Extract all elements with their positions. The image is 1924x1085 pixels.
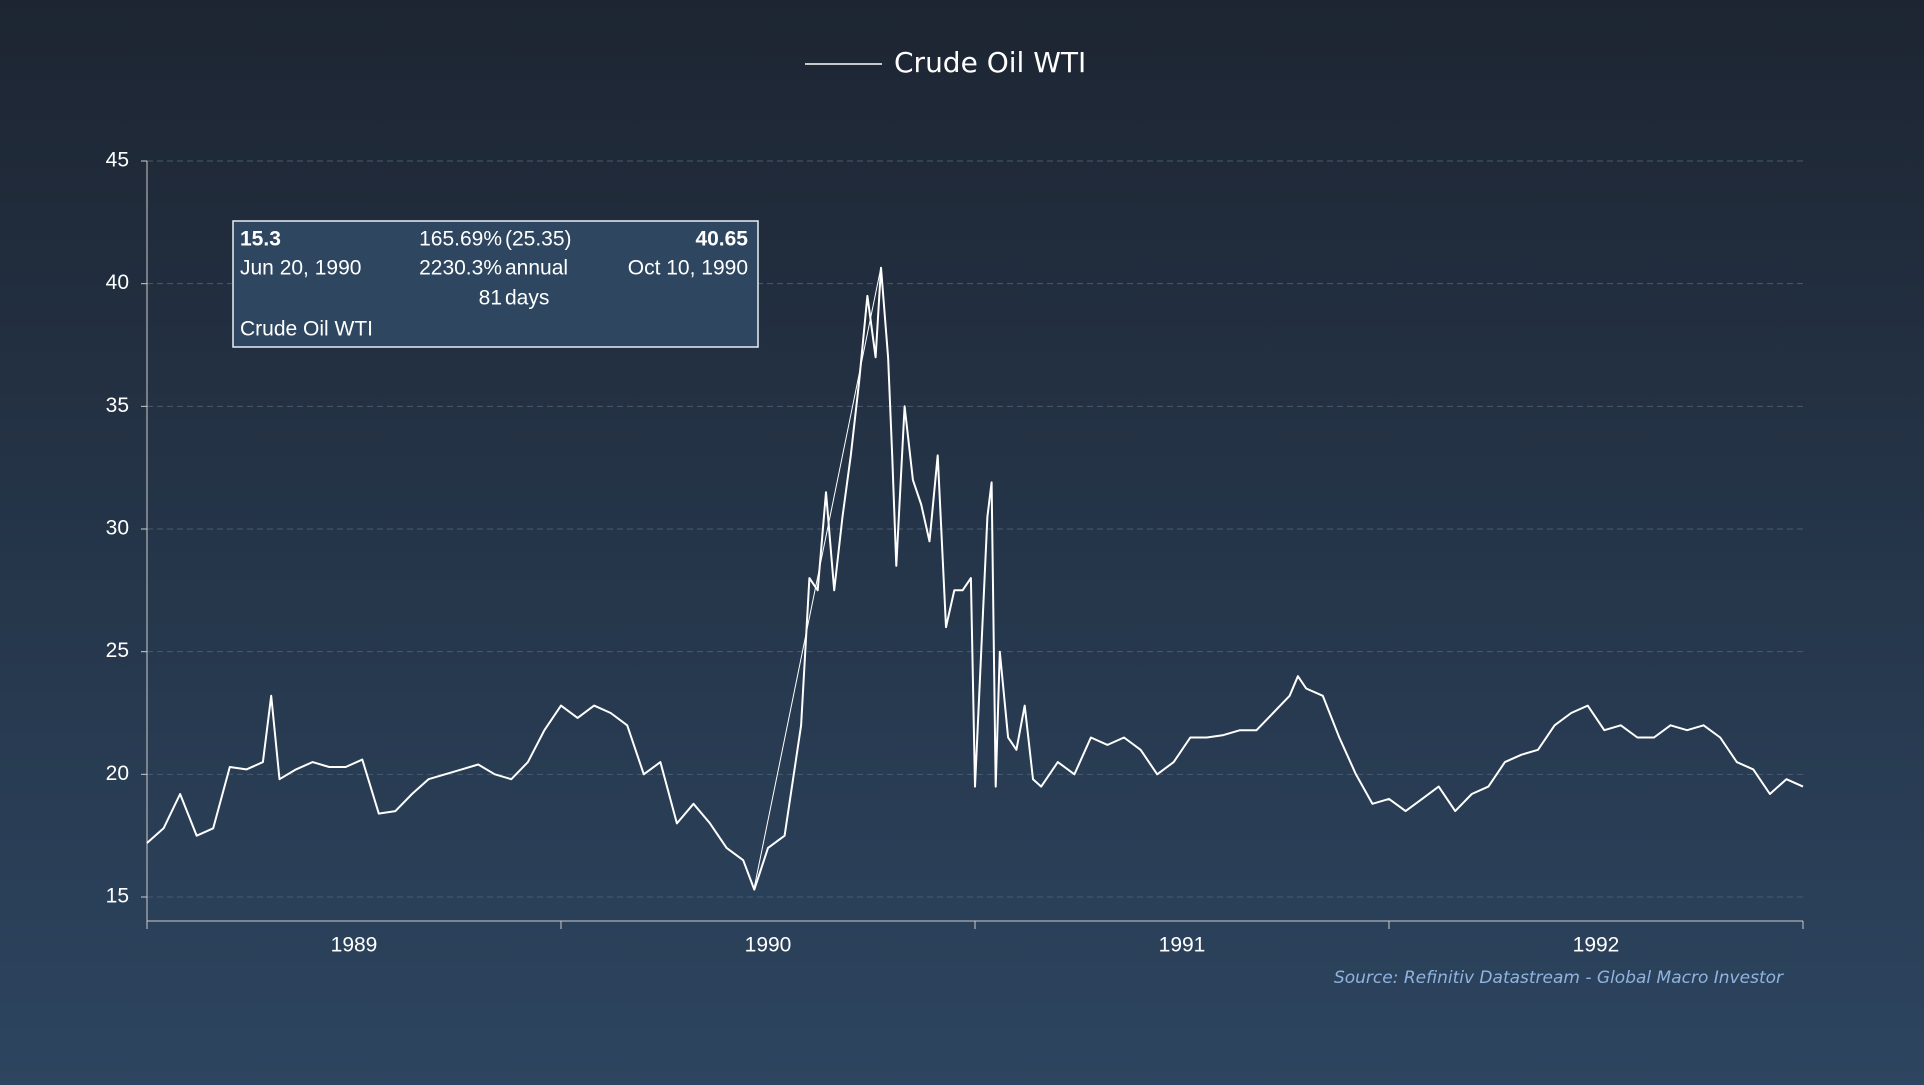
legend-label: Crude Oil WTI xyxy=(894,46,1086,79)
tooltip-text: days xyxy=(505,287,549,310)
x-tick-label: 1990 xyxy=(745,934,792,957)
tooltip-text: Jun 20, 1990 xyxy=(240,257,361,280)
tooltip-text: 2230.3% xyxy=(419,257,502,280)
x-tick-label: 1989 xyxy=(331,934,378,957)
tooltip-text: annual xyxy=(505,257,568,280)
y-tick-label: 25 xyxy=(106,639,129,662)
tooltip-text: 165.69% xyxy=(419,228,502,251)
y-tick-label: 15 xyxy=(106,885,129,908)
y-tick-label: 35 xyxy=(106,394,129,417)
measure-line xyxy=(753,267,882,890)
tooltip-text: 15.3 xyxy=(240,228,281,251)
tooltip-text: (25.35) xyxy=(505,228,572,251)
x-tick-label: 1992 xyxy=(1573,934,1620,957)
tooltip-box xyxy=(232,220,759,348)
source: Source: Refinitiv Datastream - Global Ma… xyxy=(1334,968,1784,988)
y-tick-label: 45 xyxy=(106,149,129,172)
tooltip-text: 40.65 xyxy=(695,228,748,251)
y-tick-label: 30 xyxy=(106,517,129,540)
y-tick-label: 40 xyxy=(106,271,129,294)
tooltip-text: 81 xyxy=(479,287,502,310)
x-tick-label: 1991 xyxy=(1159,934,1206,957)
y-tick-label: 20 xyxy=(106,762,129,785)
tooltip-text: Crude Oil WTI xyxy=(240,318,373,341)
series-line xyxy=(146,266,1804,891)
tooltip-text: Oct 10, 1990 xyxy=(628,257,748,280)
